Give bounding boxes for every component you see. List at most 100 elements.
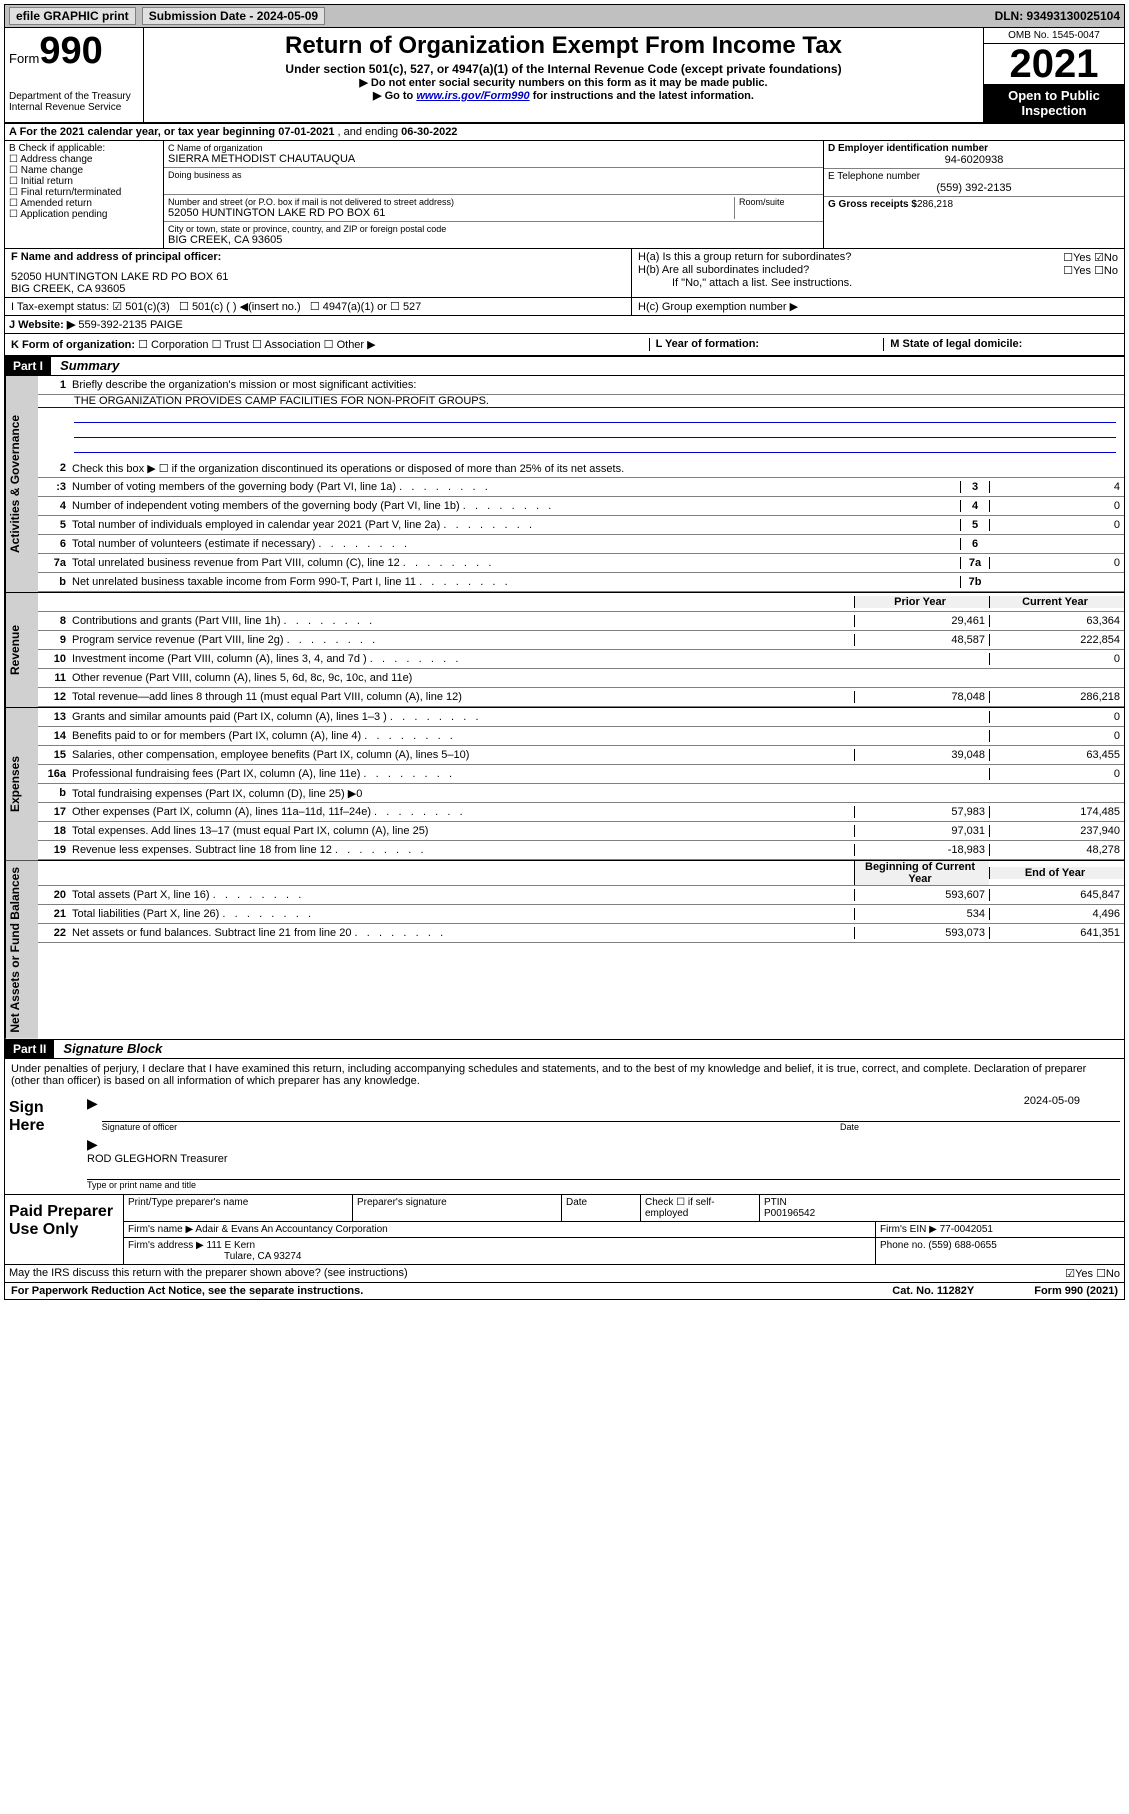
dln: DLN: 93493130025104	[995, 9, 1120, 23]
form-subtitle: Under section 501(c), 527, or 4947(a)(1)…	[148, 62, 979, 76]
discuss-answer: ☑Yes ☐No	[1065, 1267, 1120, 1280]
h-group: H(a) Is this a group return for subordin…	[631, 249, 1124, 297]
sign-here-row: Sign Here 2024-05-09 Signature of office…	[5, 1091, 1124, 1195]
col-b-checkboxes: B Check if applicable: Address change Na…	[5, 141, 164, 248]
prep-phone: (559) 688-0655	[928, 1240, 996, 1251]
firm-name: Adair & Evans An Accountancy Corporation	[195, 1224, 387, 1235]
irs-label: Internal Revenue Service	[9, 102, 139, 113]
website-val: 559-392-2135 PAIGE	[78, 319, 182, 331]
e-label: E Telephone number	[828, 171, 1120, 182]
open-public: Open to Public Inspection	[984, 84, 1124, 122]
declaration: Under penalties of perjury, I declare th…	[5, 1059, 1124, 1091]
chk-trust[interactable]: Trust	[212, 339, 249, 351]
side-net: Net Assets or Fund Balances	[5, 861, 38, 1039]
city-label: City or town, state or province, country…	[168, 224, 819, 234]
part1-header: Part I	[5, 357, 51, 375]
b-label: B Check if applicable:	[9, 143, 159, 154]
form-number: 990	[39, 30, 102, 72]
form-number-box: Form990 Department of the Treasury Inter…	[5, 28, 144, 122]
summary-revenue: Revenue Prior YearCurrent Year 8Contribu…	[5, 592, 1124, 707]
form-title: Return of Organization Exempt From Incom…	[148, 32, 979, 60]
row-k-l-m: K Form of organization: Corporation Trus…	[5, 334, 1124, 357]
footer-left: For Paperwork Reduction Act Notice, see …	[11, 1285, 363, 1297]
chk-final[interactable]: Final return/terminated	[9, 187, 159, 198]
row-i-hc: I Tax-exempt status: 501(c)(3) 501(c) ( …	[5, 298, 1124, 316]
chk-amended[interactable]: Amended return	[9, 198, 159, 209]
sign-here-label: Sign Here	[5, 1091, 83, 1194]
sig-date-val: 2024-05-09	[102, 1095, 1120, 1107]
col-d-e-g: D Employer identification number 94-6020…	[823, 141, 1124, 248]
tax-year: 2021	[984, 44, 1124, 84]
footer-cat: Cat. No. 11282Y	[892, 1285, 974, 1297]
chk-name[interactable]: Name change	[9, 165, 159, 176]
side-revenue: Revenue	[5, 593, 38, 707]
row-j-website: J Website: ▶ 559-392-2135 PAIGE	[5, 316, 1124, 334]
irs-link[interactable]: www.irs.gov/Form990	[416, 90, 529, 102]
org-name: SIERRA METHODIST CHAUTAUQUA	[168, 153, 819, 165]
footer-right: Form 990 (2021)	[1034, 1285, 1118, 1297]
i-tax-status: I Tax-exempt status: 501(c)(3) 501(c) ( …	[5, 298, 631, 315]
section-b-through-g: B Check if applicable: Address change Na…	[5, 141, 1124, 249]
year-box: OMB No. 1545-0047 2021 Open to Public In…	[983, 28, 1124, 122]
chk-address[interactable]: Address change	[9, 154, 159, 165]
summary-expenses: Expenses 13Grants and similar amounts pa…	[5, 707, 1124, 860]
top-bar: efile GRAPHIC print Submission Date - 20…	[5, 5, 1124, 28]
chk-corp[interactable]: Corporation	[138, 339, 208, 351]
street: 52050 HUNTINGTON LAKE RD PO BOX 61	[168, 207, 734, 219]
part2-header: Part II	[5, 1040, 54, 1058]
summary-governance: Activities & Governance 1Briefly describ…	[5, 376, 1124, 592]
room-label: Room/suite	[739, 197, 819, 207]
firm-addr: 111 E Kern	[207, 1240, 256, 1251]
form-990-page: efile GRAPHIC print Submission Date - 20…	[4, 4, 1125, 1300]
side-expenses: Expenses	[5, 708, 38, 860]
submission-date: Submission Date - 2024-05-09	[142, 7, 325, 25]
summary-net-assets: Net Assets or Fund Balances Beginning of…	[5, 860, 1124, 1039]
mission-text: THE ORGANIZATION PROVIDES CAMP FACILITIE…	[38, 395, 1124, 408]
chk-initial[interactable]: Initial return	[9, 176, 159, 187]
part1-title: Summary	[54, 358, 119, 373]
officer-name-title: ROD GLEGHORN Treasurer	[87, 1153, 1120, 1165]
city: BIG CREEK, CA 93605	[168, 234, 819, 246]
firm-ein: 77-0042051	[940, 1224, 993, 1235]
h-a-answer: ☐Yes ☑No	[1063, 251, 1118, 264]
officer-addr2: BIG CREEK, CA 93605	[11, 283, 625, 295]
chk-501c: 501(c) ( ) ◀(insert no.)	[179, 301, 301, 313]
chk-assoc[interactable]: Association	[252, 339, 321, 351]
paid-prep-label: Paid Preparer Use Only	[5, 1195, 124, 1264]
chk-other[interactable]: Other ▶	[324, 339, 376, 351]
h-c: H(c) Group exemption number ▶	[631, 298, 1124, 315]
h-b-answer: ☐Yes ☐No	[1063, 264, 1118, 277]
form-prefix: Form	[9, 51, 39, 66]
gross-receipts: 286,218	[917, 199, 953, 210]
discuss-row: May the IRS discuss this return with the…	[5, 1265, 1124, 1283]
row-f-h: F Name and address of principal officer:…	[5, 249, 1124, 298]
chk-527[interactable]: 527	[390, 301, 421, 313]
m-state: M State of legal domicile:	[890, 338, 1022, 350]
ein: 94-6020938	[828, 154, 1120, 166]
dba-label: Doing business as	[168, 170, 819, 180]
g-label: G Gross receipts $	[828, 199, 917, 210]
form-header: Form990 Department of the Treasury Inter…	[5, 28, 1124, 124]
d-label: D Employer identification number	[828, 143, 1120, 154]
part2-title: Signature Block	[57, 1041, 162, 1056]
street-label: Number and street (or P.O. box if mail i…	[168, 197, 734, 207]
ptin: P00196542	[764, 1208, 815, 1219]
side-governance: Activities & Governance	[5, 376, 38, 592]
part2-header-row: Part II Signature Block	[5, 1039, 1124, 1059]
note-ssn: ▶ Do not enter social security numbers o…	[148, 76, 979, 89]
row-a-tax-year: A For the 2021 calendar year, or tax yea…	[5, 124, 1124, 141]
page-footer: For Paperwork Reduction Act Notice, see …	[5, 1283, 1124, 1299]
l-year-formation: L Year of formation:	[656, 338, 760, 350]
phone: (559) 392-2135	[828, 182, 1120, 194]
title-box: Return of Organization Exempt From Incom…	[144, 28, 983, 122]
f-officer: F Name and address of principal officer:…	[5, 249, 631, 297]
part1-header-row: Part I Summary	[5, 357, 1124, 376]
col-c-org-info: C Name of organization SIERRA METHODIST …	[164, 141, 823, 248]
dept-treasury: Department of the Treasury	[9, 91, 139, 102]
chk-501c3[interactable]: 501(c)(3)	[112, 301, 170, 313]
chk-4947[interactable]: 4947(a)(1) or	[310, 301, 387, 313]
chk-app-pending[interactable]: Application pending	[9, 209, 159, 220]
officer-addr1: 52050 HUNTINGTON LAKE RD PO BOX 61	[11, 271, 625, 283]
c-name-label: C Name of organization	[168, 143, 819, 153]
efile-button[interactable]: efile GRAPHIC print	[9, 7, 136, 25]
